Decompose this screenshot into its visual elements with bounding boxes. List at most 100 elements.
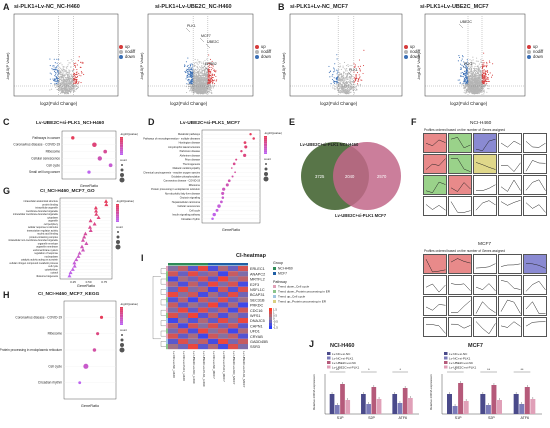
data-point [63, 75, 66, 77]
category-label: Small cell lung cancer [29, 170, 61, 174]
colorbar-segment [120, 137, 123, 139]
colorbar-segment [120, 308, 123, 311]
data-point [473, 92, 475, 94]
data-point [51, 88, 53, 90]
data-point [62, 80, 64, 82]
data-point [485, 70, 487, 72]
data-point [354, 66, 356, 68]
data-point [341, 88, 343, 91]
data-point [49, 58, 51, 60]
data-point [209, 76, 211, 78]
heatmap-cell [208, 333, 218, 339]
panel-letter-b: B [278, 2, 285, 12]
data-point [355, 74, 357, 76]
data-point [204, 80, 206, 82]
significance-mark: * [455, 368, 457, 372]
size-legend-dot [120, 173, 124, 177]
data-point [358, 78, 360, 80]
data-point [58, 62, 61, 65]
data-point [475, 68, 477, 70]
data-point [357, 66, 359, 68]
data-point [350, 77, 352, 79]
data-point [201, 93, 203, 95]
data-point [472, 85, 474, 88]
data-point [198, 80, 200, 82]
data-point [188, 68, 190, 70]
data-point [203, 79, 205, 81]
gene-label: ERBB2 [205, 62, 217, 66]
data-point [461, 64, 463, 66]
legend-nodiff: nodiff [119, 49, 135, 54]
heatmap-cell [168, 344, 178, 350]
gene-label: PLK1 [464, 62, 473, 66]
barchart-j1: Relative mRNA expressionLv-NC+si-NCLv-NC… [312, 352, 419, 420]
data-point [199, 87, 201, 89]
data-point [466, 83, 468, 85]
profile-line [475, 138, 496, 151]
bar [408, 398, 413, 414]
data-point [460, 67, 462, 69]
data-point [72, 77, 74, 79]
data-point [81, 62, 83, 64]
heatmap-cell [168, 292, 178, 298]
pathway-annotation [166, 338, 168, 344]
category-label: Cell cycle [48, 364, 62, 368]
heatmap-cell [208, 302, 218, 308]
data-point [185, 71, 187, 73]
volcano-a1-legend: up nodiff down [119, 44, 135, 59]
data-point [333, 77, 335, 79]
data-point [184, 64, 186, 66]
data-triangle [88, 228, 93, 232]
data-point [475, 84, 477, 86]
data-point [189, 83, 191, 85]
data-point [66, 93, 68, 95]
heatmap-cell [198, 302, 208, 308]
data-point [187, 73, 189, 75]
colorscale-label: 1 [273, 311, 275, 315]
data-point [468, 71, 470, 73]
profile-cell [448, 196, 472, 216]
data-point [201, 78, 203, 80]
data-point [62, 84, 64, 86]
profile-trace [475, 283, 496, 292]
data-point [482, 87, 485, 89]
size-legend-dot [264, 172, 268, 176]
data-point [464, 70, 466, 72]
data-point [49, 65, 51, 67]
x-axis-label: GeneRatio [81, 404, 99, 408]
data-point [482, 69, 484, 71]
panel-c-title: Lv-UBE2C+si-PLK1_NCI-H460 [36, 121, 105, 126]
category-label: S2P [368, 416, 375, 420]
data-point [481, 90, 483, 92]
legend-swatch [327, 365, 331, 369]
data-point [54, 81, 56, 83]
data-point [199, 70, 201, 73]
category-label: Chemical carcinogenesis - reactive oxyge… [143, 171, 200, 174]
data-triangle [84, 241, 89, 245]
data-point [196, 74, 198, 76]
volcano-b1-legend: up nodiff down [404, 44, 420, 59]
data-point [195, 91, 197, 93]
data-point [61, 68, 63, 70]
profile-cell [448, 317, 472, 337]
data-point [74, 90, 76, 92]
data-point [344, 90, 346, 93]
pathway-legend-swatch [273, 285, 276, 288]
colorscale-label: -1 [273, 323, 276, 327]
data-point [203, 91, 205, 93]
legend-down: down [119, 54, 135, 59]
data-point [65, 66, 67, 68]
row-label: BCAP31 [250, 293, 265, 297]
legend-up-label: up [533, 44, 538, 49]
pathway-legend-swatch [273, 295, 276, 298]
data-point [53, 68, 55, 70]
data-point [483, 65, 485, 67]
data-point [481, 70, 483, 73]
data-dot [249, 133, 252, 136]
data-point [185, 61, 187, 63]
data-point [482, 74, 484, 76]
data-point [474, 86, 476, 88]
category-label: Huntington disease [179, 142, 201, 145]
legend-down-label: down [533, 54, 544, 59]
data-point [199, 76, 201, 78]
